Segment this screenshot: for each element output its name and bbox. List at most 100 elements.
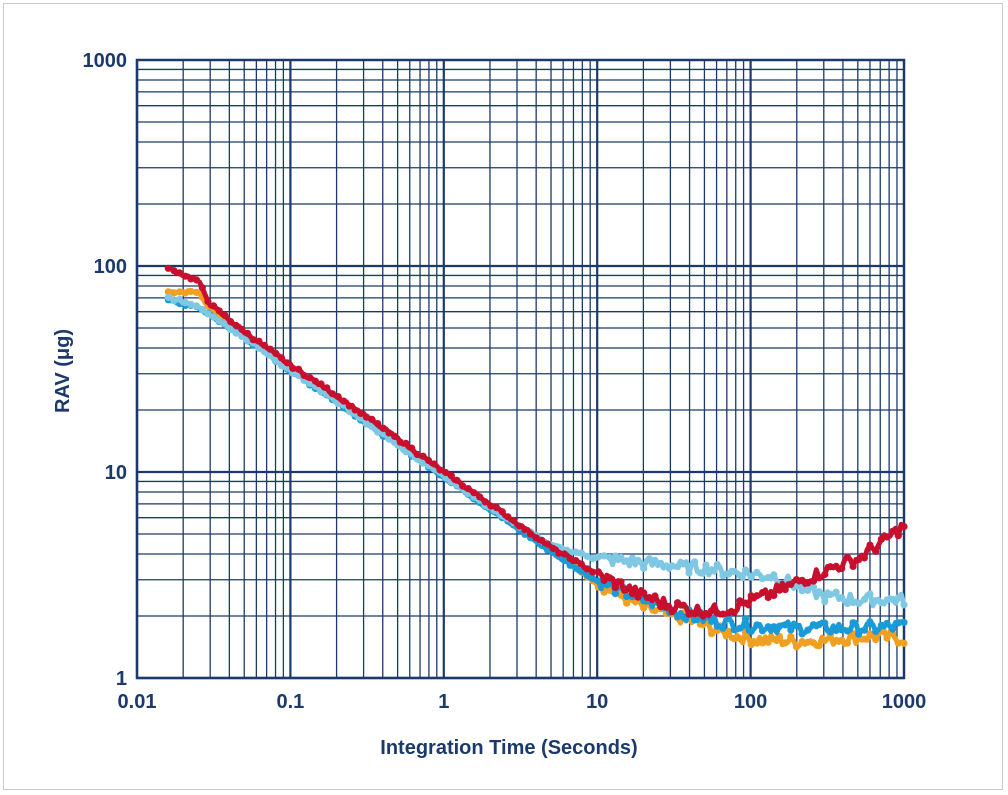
data-point xyxy=(289,364,297,372)
data-point xyxy=(730,567,738,576)
x-tick-label: 0.1 xyxy=(276,691,304,713)
data-point xyxy=(747,641,755,649)
data-point xyxy=(821,570,829,579)
data-point xyxy=(798,630,806,638)
data-point xyxy=(170,289,178,297)
data-point xyxy=(798,587,806,595)
data-point xyxy=(662,603,670,611)
data-point xyxy=(515,522,523,530)
y-tick-label: 1000 xyxy=(83,50,128,72)
data-point xyxy=(804,586,812,594)
data-point xyxy=(866,618,874,626)
x-tick-label: 10 xyxy=(586,691,608,713)
x-tick-label: 0.01 xyxy=(118,691,157,713)
y-tick-label: 100 xyxy=(94,256,127,278)
data-point xyxy=(442,468,450,477)
data-point xyxy=(413,450,421,458)
data-point xyxy=(843,627,852,635)
data-point xyxy=(872,547,880,556)
data-point xyxy=(696,569,704,577)
data-point xyxy=(838,594,846,602)
data-point xyxy=(385,435,393,443)
data-point xyxy=(696,610,704,618)
data-point xyxy=(193,302,201,310)
data-point xyxy=(838,636,846,644)
data-point xyxy=(849,619,857,627)
data-point xyxy=(826,628,835,636)
data-point xyxy=(792,622,801,630)
x-tick-label: 100 xyxy=(734,691,767,713)
data-point xyxy=(838,626,846,634)
data-point xyxy=(419,452,427,460)
data-point xyxy=(770,635,778,643)
data-point xyxy=(634,556,642,564)
data-point xyxy=(374,420,382,428)
data-point xyxy=(764,623,772,631)
data-point xyxy=(883,619,891,627)
data-point xyxy=(702,561,710,569)
data-point xyxy=(713,622,721,630)
data-point xyxy=(674,563,682,571)
data-point xyxy=(193,276,201,284)
data-point xyxy=(708,630,716,638)
data-point xyxy=(770,591,778,600)
data-point xyxy=(583,565,591,573)
data-point xyxy=(210,302,218,310)
data-point xyxy=(176,295,184,303)
data-point xyxy=(838,564,846,573)
data-point xyxy=(402,439,410,447)
data-point xyxy=(708,607,716,615)
data-point xyxy=(821,636,829,645)
data-point xyxy=(770,571,778,579)
data-point xyxy=(809,583,818,591)
data-point xyxy=(345,407,353,415)
data-point xyxy=(532,534,540,542)
data-point xyxy=(526,530,535,538)
data-point xyxy=(549,544,557,553)
data-point xyxy=(781,639,789,647)
data-point xyxy=(306,379,314,387)
data-point xyxy=(170,267,178,275)
data-point xyxy=(843,639,852,647)
data-point xyxy=(877,621,886,629)
data-point xyxy=(787,626,795,634)
data-point xyxy=(815,574,823,582)
data-point xyxy=(645,594,653,602)
rav-chart: 0.01 0.1 1 10 100 1000 1 10 100 1000 Integration… xyxy=(52,50,926,759)
data-point xyxy=(764,573,772,582)
data-point xyxy=(883,533,891,541)
data-point xyxy=(889,625,897,633)
data-point xyxy=(227,318,235,326)
data-point xyxy=(470,489,478,497)
data-point xyxy=(702,609,710,618)
data-point xyxy=(883,634,891,642)
data-point xyxy=(730,635,738,643)
data-point xyxy=(357,409,365,418)
data-point xyxy=(362,420,370,428)
data-point xyxy=(747,573,755,581)
data-point xyxy=(821,598,829,606)
data-point xyxy=(600,576,608,585)
data-point xyxy=(741,615,750,623)
data-point xyxy=(283,359,291,367)
data-point xyxy=(323,384,331,392)
data-point xyxy=(453,476,461,484)
data-point xyxy=(572,548,580,556)
data-point xyxy=(459,482,467,490)
data-point xyxy=(277,362,286,370)
data-point xyxy=(617,578,625,586)
data-point xyxy=(725,609,733,617)
data-point xyxy=(362,413,370,421)
data-point xyxy=(402,448,410,456)
x-tick-label: 1 xyxy=(438,691,449,713)
data-point xyxy=(866,541,874,549)
data-point xyxy=(272,349,280,357)
data-point xyxy=(775,622,784,630)
data-point xyxy=(787,632,795,641)
data-point xyxy=(566,554,574,563)
data-point xyxy=(640,604,648,612)
data-point xyxy=(815,642,823,650)
data-point xyxy=(187,275,195,283)
data-point xyxy=(232,321,240,330)
data-point xyxy=(345,402,353,410)
